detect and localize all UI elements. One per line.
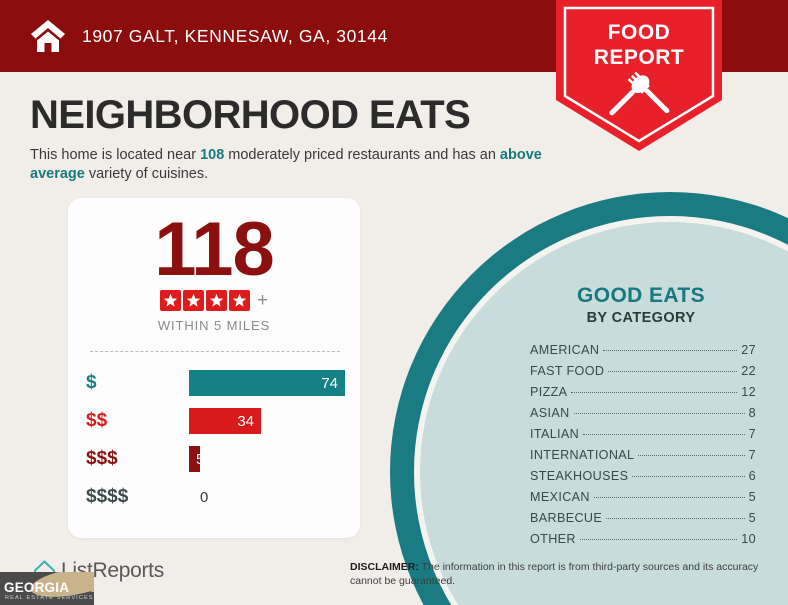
price-tier-value: 34 bbox=[237, 412, 254, 430]
category-name: MEXICAN bbox=[530, 490, 590, 504]
category-row: STEAKHOUSES 6 bbox=[530, 469, 756, 490]
price-tier-label: $$ bbox=[86, 410, 108, 431]
radius-label: WITHIN 5 MILES bbox=[157, 318, 271, 333]
category-count: 6 bbox=[748, 469, 756, 483]
category-name: BARBECUE bbox=[530, 511, 603, 525]
category-leader-dots bbox=[632, 476, 745, 477]
subtitle-text-1: This home is located near bbox=[30, 147, 201, 163]
mls-tagline: REAL ESTATE SERVICES bbox=[5, 595, 94, 601]
category-row: FAST FOOD 22 bbox=[530, 364, 756, 385]
price-tier-value: 0 bbox=[200, 488, 209, 506]
georgia-mls-watermark: GEORGIAMLS REAL ESTATE SERVICES bbox=[0, 572, 94, 605]
restaurant-stat-card: 118 + WITHIN 5 MILES $ 74 $$ 34 bbox=[68, 198, 360, 538]
category-count: 7 bbox=[748, 427, 756, 441]
category-count: 5 bbox=[748, 511, 756, 525]
category-row: ASIAN 8 bbox=[530, 406, 756, 427]
category-row: BARBECUE 5 bbox=[530, 511, 756, 532]
price-tier-row: $ 74 bbox=[68, 364, 360, 402]
category-leader-dots bbox=[603, 350, 738, 351]
mls-wordmark: GEORGIAMLS bbox=[4, 580, 94, 595]
category-row: INTERNATIONAL 7 bbox=[530, 448, 756, 469]
category-count: 5 bbox=[748, 490, 756, 504]
price-tier-label: $$$$ bbox=[86, 486, 129, 507]
price-tier-value: 5 bbox=[196, 450, 205, 468]
category-leader-dots bbox=[579, 539, 738, 540]
mls-georgia-text: GEORGIA bbox=[4, 580, 70, 595]
good-eats-panel: GOOD EATS BY CATEGORY AMERICAN 27 FAST FOO… bbox=[512, 284, 770, 553]
category-leader-dots bbox=[606, 518, 745, 519]
subtitle-text-3: variety of cuisines. bbox=[84, 166, 209, 182]
food-report-badge: FOOD REPORT bbox=[556, 0, 722, 151]
price-tier-bar-area: 34 bbox=[189, 408, 261, 434]
spoon-fork-icon bbox=[609, 71, 670, 116]
category-name: ITALIAN bbox=[530, 427, 580, 441]
good-eats-title: GOOD EATS bbox=[576, 284, 706, 307]
price-tier-label: $$$ bbox=[86, 448, 118, 469]
category-name: INTERNATIONAL bbox=[530, 448, 635, 462]
star-icon bbox=[205, 290, 227, 311]
house-icon bbox=[30, 19, 66, 53]
food-report-label: FOOD REPORT bbox=[556, 20, 722, 70]
category-name: AMERICAN bbox=[530, 343, 600, 357]
star-icon bbox=[159, 290, 181, 311]
category-list: AMERICAN 27 FAST FOOD 22 PIZZA 12 ASIAN 8 ITALIA… bbox=[512, 343, 770, 553]
category-leader-dots bbox=[573, 413, 745, 414]
category-row: OTHER 10 bbox=[530, 532, 756, 553]
category-count: 27 bbox=[741, 343, 756, 357]
restaurant-count: 118 bbox=[154, 207, 275, 292]
good-eats-subtitle: BY CATEGORY bbox=[586, 310, 696, 326]
category-count: 12 bbox=[741, 385, 756, 399]
badge-line-2: REPORT bbox=[593, 46, 685, 69]
category-row: PIZZA 12 bbox=[530, 385, 756, 406]
subtitle-text-2: moderately priced restaurants and has an bbox=[224, 147, 500, 163]
subtitle-variety: above average bbox=[30, 147, 542, 182]
category-name: FAST FOOD bbox=[530, 364, 605, 378]
subtitle-count: 108 bbox=[200, 147, 225, 163]
category-leader-dots bbox=[608, 371, 738, 372]
header-content: 1907 GALT, KENNESAW, GA, 30144 bbox=[30, 0, 388, 72]
page-title: NEIGHBORHOOD EATS bbox=[30, 93, 471, 137]
category-leader-dots bbox=[638, 455, 745, 456]
category-leader-dots bbox=[593, 497, 745, 498]
category-count: 22 bbox=[741, 364, 756, 378]
category-row: MEXICAN 5 bbox=[530, 490, 756, 511]
category-name: ASIAN bbox=[530, 406, 570, 420]
price-tier-row: $$ 34 bbox=[68, 402, 360, 440]
disclaimer-label: DISCLAIMER: bbox=[350, 561, 419, 573]
price-tier-row: $$$ 5 bbox=[68, 440, 360, 478]
price-tier-value: 74 bbox=[321, 374, 338, 392]
price-tier-bar: 34 bbox=[189, 408, 261, 434]
badge-line-1: FOOD bbox=[607, 21, 671, 44]
category-name: STEAKHOUSES bbox=[530, 469, 629, 483]
property-address: 1907 GALT, KENNESAW, GA, 30144 bbox=[82, 25, 388, 46]
price-tier-bar-area: 5 bbox=[189, 446, 204, 472]
mls-mls-text: MLS bbox=[69, 580, 94, 595]
price-tier-bar-area: 0 bbox=[189, 484, 208, 510]
category-row: ITALIAN 7 bbox=[530, 427, 756, 448]
category-count: 7 bbox=[748, 448, 756, 462]
title-block: NEIGHBORHOOD EATS This home is located n… bbox=[30, 92, 550, 184]
price-tier-bar: 74 bbox=[189, 370, 345, 396]
subtitle: This home is located near 108 moderately… bbox=[30, 146, 545, 184]
star-rating: + bbox=[68, 290, 360, 311]
category-count: 10 bbox=[741, 532, 756, 546]
card-divider bbox=[90, 351, 340, 352]
star-icon bbox=[228, 290, 250, 311]
price-tier-bar-area: 74 bbox=[189, 370, 345, 396]
category-name: OTHER bbox=[530, 532, 576, 546]
price-tier-label: $ bbox=[86, 372, 97, 393]
price-tier-bar: 5 bbox=[189, 446, 204, 472]
star-plus-label: + bbox=[256, 290, 269, 311]
star-icon bbox=[182, 290, 204, 311]
disclaimer: DISCLAIMER: The information in this repo… bbox=[350, 560, 770, 588]
price-tier-bar bbox=[189, 484, 196, 510]
category-name: PIZZA bbox=[530, 385, 568, 399]
category-count: 8 bbox=[748, 406, 756, 420]
category-leader-dots bbox=[583, 434, 745, 435]
category-row: AMERICAN 27 bbox=[530, 343, 756, 364]
price-tier-chart: $ 74 $$ 34 $$$ 5 $$$$ 0 bbox=[68, 364, 360, 516]
category-leader-dots bbox=[571, 392, 738, 393]
price-tier-row: $$$$ 0 bbox=[68, 478, 360, 516]
